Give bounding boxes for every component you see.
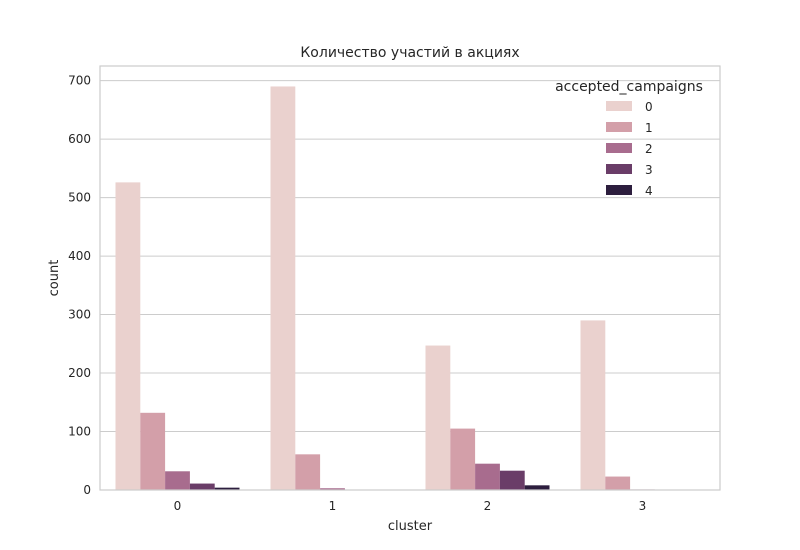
legend-swatch [606, 122, 632, 132]
bar [499, 470, 525, 490]
bar [320, 488, 345, 490]
bar [605, 476, 631, 490]
bar [115, 182, 141, 491]
bar [165, 471, 190, 490]
x-tick-label: 3 [639, 499, 647, 513]
bar [140, 412, 166, 490]
bar [270, 86, 296, 490]
y-axis-label: count [47, 260, 62, 297]
bars [115, 86, 655, 491]
y-tick-labels: 0 100 200 300 400 500 600 700 [68, 74, 91, 497]
legend-title: accepted_campaigns [555, 79, 703, 95]
y-tick-label: 400 [68, 249, 91, 263]
grid [100, 80, 720, 491]
legend-label: 4 [645, 184, 653, 198]
y-tick-label: 700 [68, 74, 91, 88]
legend: accepted_campaigns 0 1 2 3 4 [555, 79, 703, 198]
x-tick-label: 0 [174, 499, 182, 513]
legend-swatch [606, 185, 632, 195]
legend-swatch [606, 164, 632, 174]
y-tick-label: 0 [83, 483, 91, 497]
plot-frame [99, 65, 721, 491]
bar [214, 487, 240, 490]
bar [295, 454, 321, 490]
bar [450, 428, 476, 490]
bar [580, 320, 606, 490]
y-tick-label: 200 [68, 366, 91, 380]
y-tick-label: 300 [68, 308, 91, 322]
y-tick-label: 600 [68, 132, 91, 146]
bar [475, 463, 500, 490]
x-axis-label: cluster [388, 519, 433, 534]
legend-swatch [606, 143, 632, 153]
legend-label: 3 [645, 163, 653, 177]
bar [425, 345, 451, 490]
x-tick-label: 2 [484, 499, 492, 513]
chart-title: Количество участий в акциях [300, 45, 519, 61]
legend-label: 2 [645, 142, 653, 156]
bar [189, 483, 215, 490]
y-tick-label: 500 [68, 191, 91, 205]
y-tick-label: 100 [68, 425, 91, 439]
x-tick-labels: 0 1 2 3 [174, 499, 647, 513]
legend-label: 0 [645, 100, 653, 114]
legend-label: 1 [645, 121, 653, 135]
x-tick-label: 1 [329, 499, 337, 513]
bar [524, 485, 550, 490]
legend-swatch [606, 101, 632, 111]
